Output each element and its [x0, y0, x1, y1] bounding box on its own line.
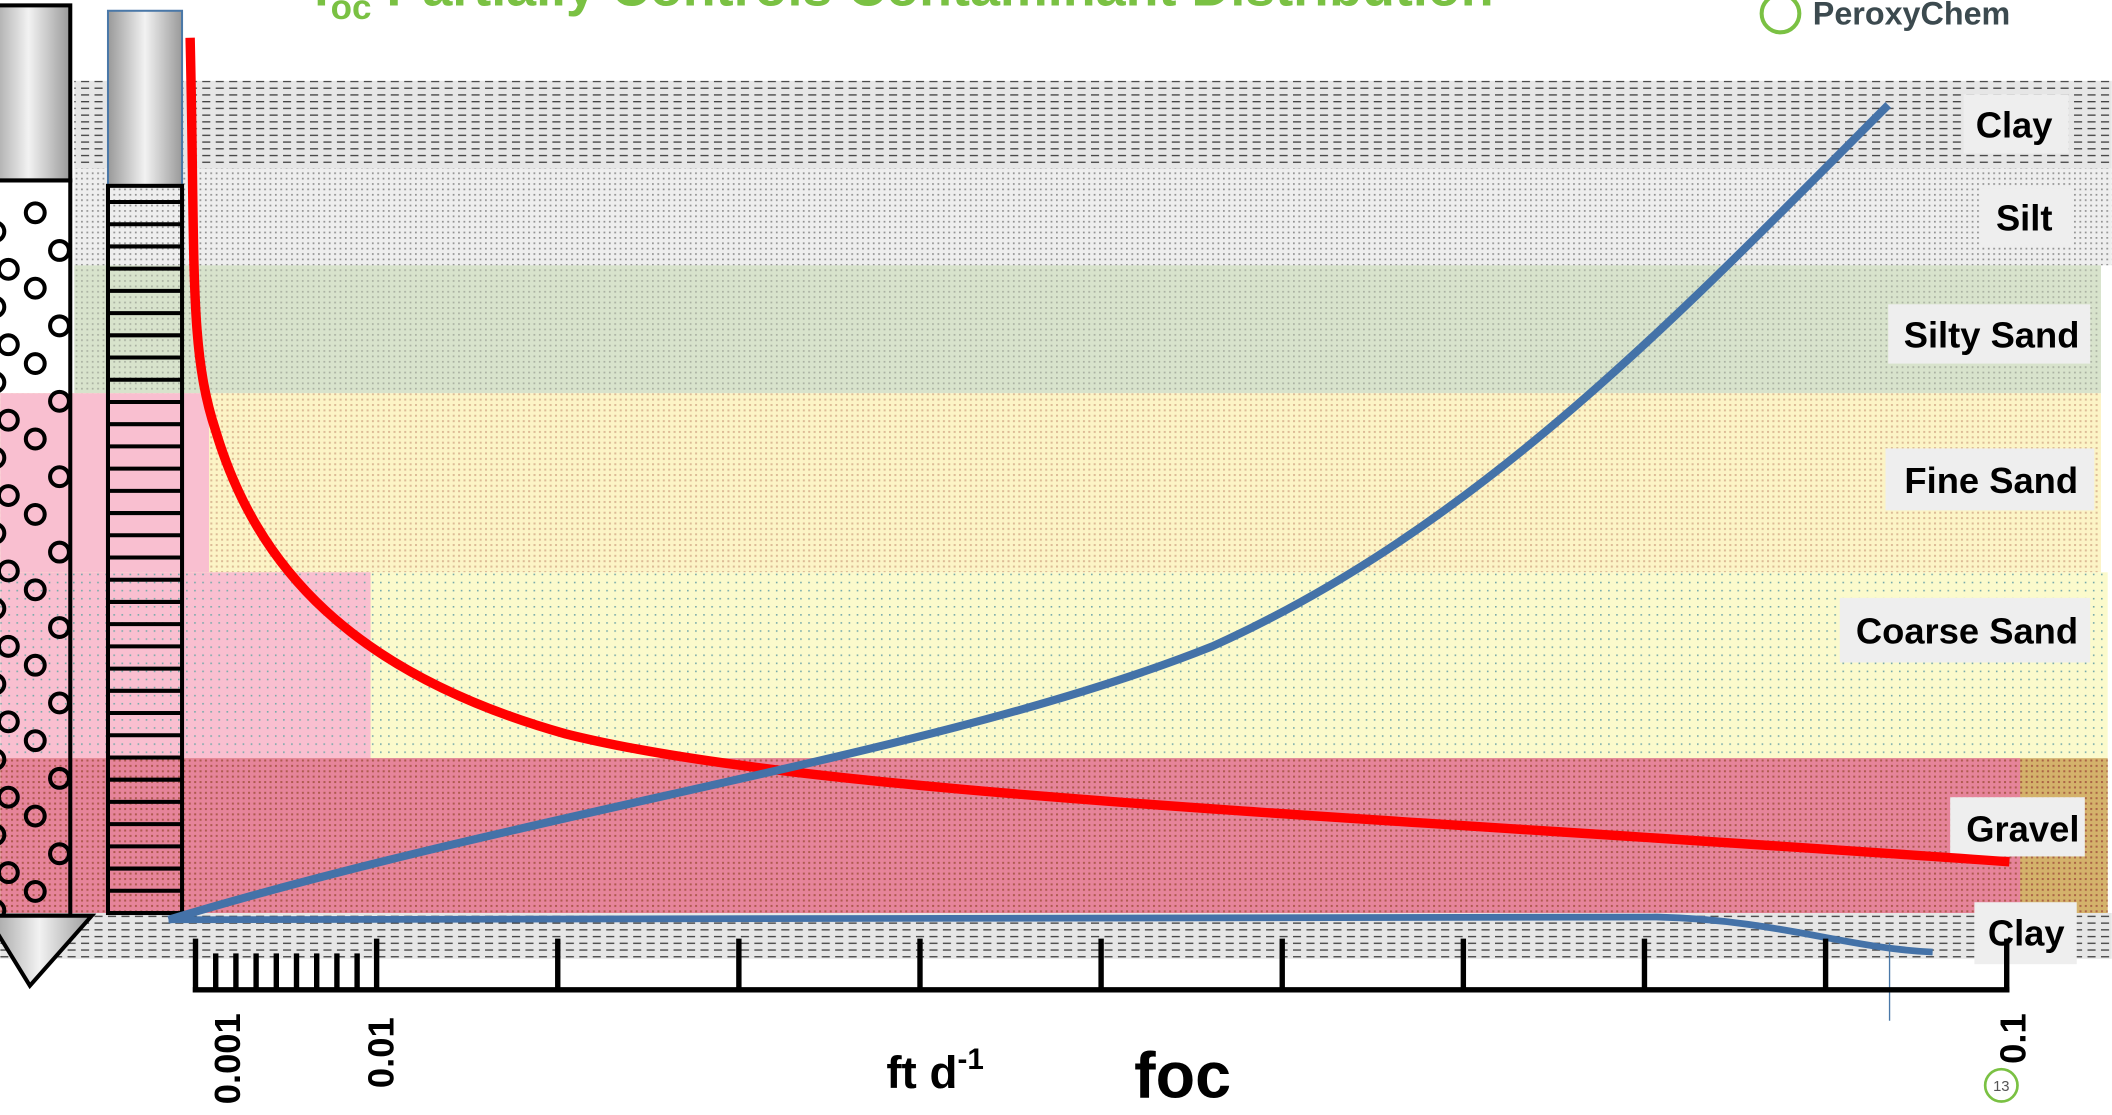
gravel-pack — [0, 260, 18, 279]
layers — [0, 81, 2111, 959]
slide: foc Partially Controls Contaminant Distr… — [0, 0, 2112, 1115]
axis-label: foc — [1134, 1038, 1231, 1111]
gravel-pack — [0, 335, 18, 354]
gravel-pack — [0, 298, 4, 317]
tick-label: 0.1 — [1993, 1013, 2034, 1064]
tick-label: 0.01 — [360, 1017, 401, 1088]
gravel-pack — [26, 203, 45, 222]
tick-label: 0.001 — [207, 1013, 248, 1104]
layer-label: Silty Sand — [1904, 314, 2080, 355]
layer-label: Fine Sand — [1904, 460, 2078, 501]
gravel-pack — [0, 373, 4, 392]
gravel-pack — [0, 222, 4, 241]
layer-label: Clay — [1988, 912, 2066, 953]
page-number: 13 — [1993, 1079, 2009, 1095]
layer-label: Clay — [1976, 104, 2054, 145]
gravel-pack — [50, 316, 69, 335]
page: {"header": {"title": {"symbol": "f", "su… — [0, 0, 2112, 1115]
layer-label: Silt — [1996, 197, 2053, 238]
logo: PeroxyChem — [1813, 0, 2010, 31]
layer-label: Coarse Sand — [1856, 611, 2078, 652]
gravel-pack — [26, 279, 45, 298]
logo-icon — [1762, 0, 1800, 32]
gravel-pack — [26, 354, 45, 373]
title: foc Partially Controls Contaminant Distr… — [313, 0, 1494, 27]
gravel-pack — [50, 241, 69, 260]
layer-label: Gravel — [1966, 809, 2079, 850]
x-axis: 0.001 0.01 0.1 — [193, 939, 2034, 1105]
unit-label: ft d-1 — [886, 1043, 983, 1098]
